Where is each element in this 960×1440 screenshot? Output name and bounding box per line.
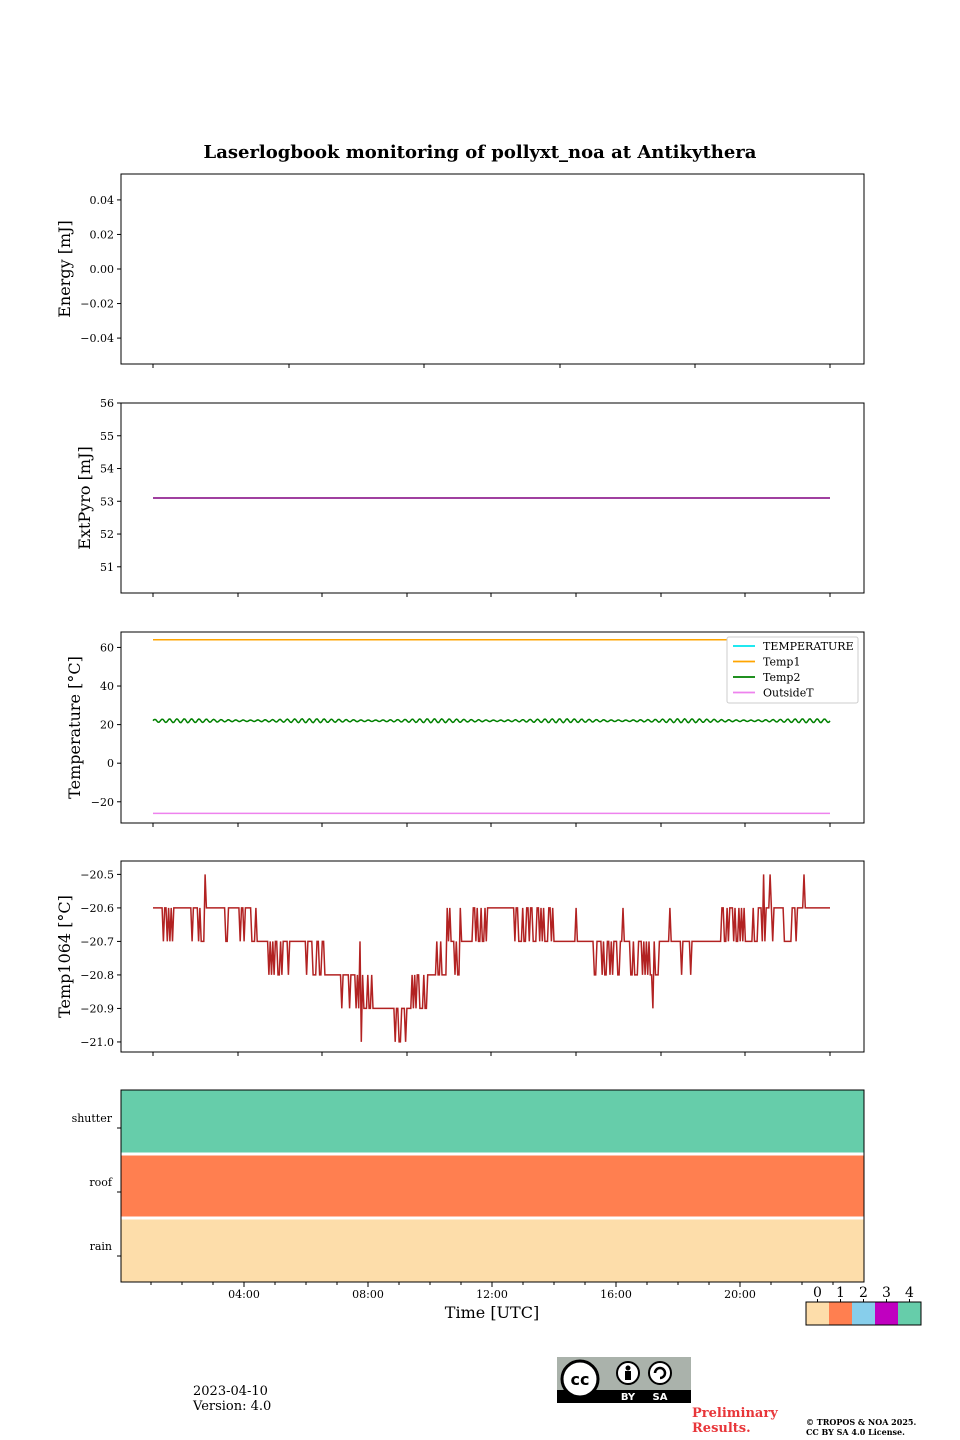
legend-entry: OutsideT	[763, 687, 814, 700]
y-tick-label: 60	[100, 641, 114, 654]
preliminary-results-note: Preliminary Results.	[692, 1406, 778, 1436]
cc-badge-main-text: cc	[571, 1370, 590, 1389]
colorbar-swatch	[852, 1302, 875, 1325]
legend: TEMPERATURE Temp1 Temp2 OutsideT	[726, 636, 859, 704]
series-line-temp1064	[153, 874, 830, 1043]
panel-energy: 0.04 0.02 0.00 −0.02 −0.04 Energy [mJ]	[55, 173, 865, 368]
x-tick-label: 04:00	[228, 1288, 260, 1301]
colorbar-swatch	[829, 1302, 852, 1325]
y-tick-label: −20.6	[80, 902, 114, 915]
colorbar-tick-label: 3	[882, 1285, 891, 1301]
colorbar-swatch	[898, 1302, 921, 1325]
preliminary-line-2: Results.	[692, 1421, 751, 1436]
y-tick-label: 20	[100, 719, 114, 732]
y-tick-label: 54	[100, 463, 114, 476]
legend-entry: TEMPERATURE	[763, 640, 854, 653]
y-axis-label: ExtPyro [mJ]	[75, 446, 94, 549]
legend-entry: Temp1	[763, 656, 800, 669]
chart-title: Laserlogbook monitoring of pollyxt_noa a…	[204, 142, 757, 163]
copyright-line-1: © TROPOS & NOA 2025.	[806, 1417, 917, 1427]
y-tick-label: 40	[100, 680, 114, 693]
y-axis-label: Temp1064 [°C]	[55, 895, 74, 1018]
series-line-temp2	[152, 717, 831, 724]
x-tick-label: 08:00	[352, 1288, 384, 1301]
status-row-rain	[121, 1218, 864, 1282]
y-tick-label: 56	[100, 397, 114, 410]
legend-entry: Temp2	[763, 671, 800, 684]
status-row-roof	[121, 1154, 864, 1218]
cc-badge-by-text: BY	[621, 1392, 636, 1403]
colorbar-swatch	[875, 1302, 898, 1325]
y-tick-label: −0.02	[80, 298, 114, 311]
preliminary-line-1: Preliminary	[692, 1406, 778, 1421]
status-row-label: rain	[90, 1240, 112, 1253]
y-tick-label: −0.04	[80, 332, 114, 345]
x-tick-label: 12:00	[476, 1288, 508, 1301]
colorbar-tick-label: 0	[813, 1285, 822, 1301]
y-tick-label: 0.02	[90, 228, 115, 241]
colorbar-tick-label: 1	[836, 1285, 845, 1301]
cc-icon	[560, 1359, 600, 1399]
x-axis-label: Time [UTC]	[445, 1303, 539, 1322]
y-tick-label: −20.9	[80, 1002, 114, 1015]
cc-license-logo: cc BY SA	[557, 1357, 691, 1403]
status-row-label: shutter	[72, 1112, 113, 1125]
sa-icon-arc	[653, 1366, 667, 1380]
footer-date-block: 2023-04-10 Version: 4.0	[193, 1384, 271, 1414]
sa-share-alike-icon	[648, 1361, 672, 1385]
y-axis-label: Energy [mJ]	[55, 220, 74, 318]
y-tick-label: 51	[100, 561, 114, 574]
by-icon-body	[625, 1371, 631, 1380]
panel-frame	[120, 173, 865, 365]
cc-badge-sa-text: SA	[653, 1392, 668, 1403]
copyright-note: © TROPOS & NOA 2025. CC BY SA 4.0 Licens…	[806, 1417, 916, 1437]
x-tick-label: 20:00	[724, 1288, 756, 1301]
copyright-line-2: CC BY SA 4.0 License.	[806, 1427, 905, 1437]
y-tick-label: −20.8	[80, 969, 114, 982]
x-tick-label: 16:00	[600, 1288, 632, 1301]
footer-version: Version: 4.0	[193, 1399, 272, 1414]
y-tick-label: −20	[91, 796, 114, 809]
y-tick-label: 0.00	[90, 263, 115, 276]
y-tick-label: −20.7	[80, 935, 114, 948]
panel-temperature: 60 40 20 0 −20 Temperature [°C] TEMPERATURE Tem…	[65, 631, 865, 827]
panel-extpyro: 56 55 54 53 52 51 ExtPyro [mJ]	[75, 397, 865, 597]
y-tick-label: −21.0	[80, 1036, 114, 1049]
colorbar-tick-label: 2	[859, 1285, 868, 1301]
legend-frame	[726, 636, 859, 704]
colorbar-tick-label: 4	[905, 1285, 914, 1301]
y-axis-label: Temperature [°C]	[65, 656, 84, 799]
y-tick-label: 55	[100, 430, 114, 443]
status-row-shutter	[121, 1090, 864, 1154]
y-tick-label: 0	[107, 757, 114, 770]
y-tick-label: 0.04	[90, 194, 115, 207]
y-tick-label: −20.5	[80, 868, 114, 881]
footer-date: 2023-04-10	[193, 1384, 268, 1399]
panel-frame	[120, 860, 865, 1053]
panel-temp1064: −20.5 −20.6 −20.7 −20.8 −20.9 −21.0 Temp1064 […	[55, 860, 865, 1056]
y-tick-label: 53	[100, 495, 114, 508]
by-icon-head	[625, 1365, 631, 1371]
y-tick-label: 52	[100, 528, 114, 541]
colorbar-swatch	[806, 1302, 829, 1325]
status-row-label: roof	[89, 1176, 113, 1189]
panel-status: shutter roof rain 04:00 08:00 12:00 16:00 20:00…	[72, 1089, 922, 1326]
